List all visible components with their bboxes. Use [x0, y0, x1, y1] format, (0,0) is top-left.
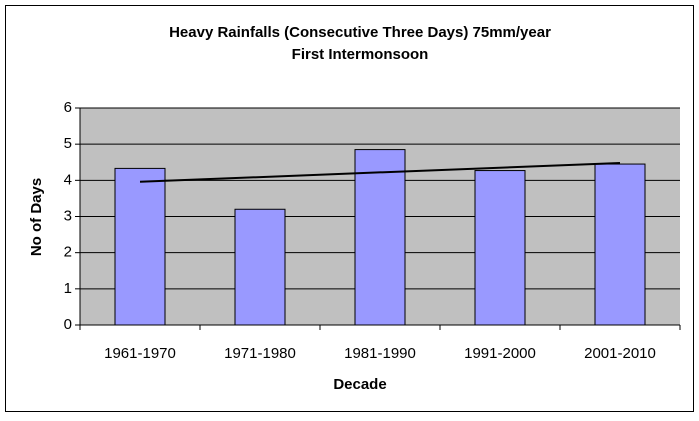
x-tick-label: 1961-1970 — [104, 345, 176, 362]
y-tick-label: 2 — [64, 244, 72, 261]
x-axis-label: Decade — [333, 376, 386, 393]
y-tick-label: 5 — [64, 135, 72, 152]
y-tick-label: 1 — [64, 280, 72, 297]
bar — [474, 170, 526, 326]
bar — [114, 167, 166, 326]
chart-title: Heavy Rainfalls (Consecutive Three Days)… — [169, 24, 551, 41]
y-tick-label: 6 — [64, 99, 72, 116]
bar — [594, 163, 646, 326]
y-tick-label: 4 — [64, 171, 72, 188]
y-tick-label: 3 — [64, 207, 72, 224]
y-tick-label: 0 — [64, 316, 72, 333]
x-tick-label: 1971-1980 — [224, 345, 296, 362]
x-tick-label: 2001-2010 — [584, 345, 656, 362]
x-tick-label: 1991-2000 — [464, 345, 536, 362]
bar — [234, 208, 286, 326]
bar — [354, 149, 406, 326]
x-tick-label: 1981-1990 — [344, 345, 416, 362]
y-axis-label: No of Days — [28, 178, 45, 256]
trend-line — [139, 161, 621, 183]
chart-subtitle: First Intermonsoon — [292, 46, 429, 63]
